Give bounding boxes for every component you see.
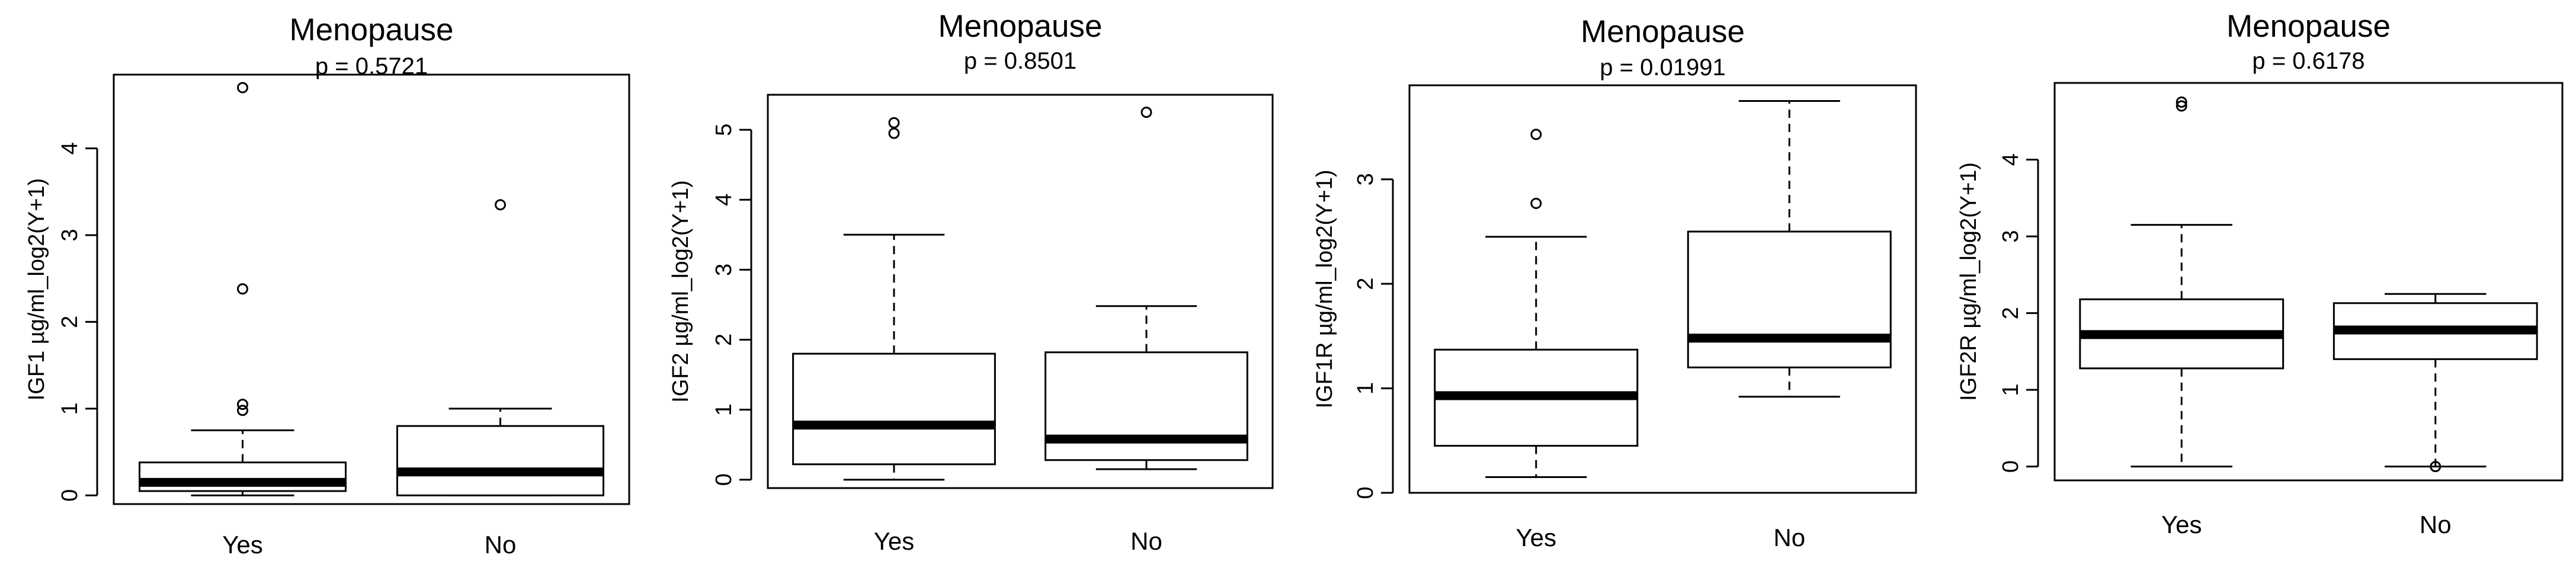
y-tick-label: 3 (1998, 230, 2023, 243)
outlier-point (888, 117, 900, 129)
y-tick-label: 1 (1998, 384, 2023, 396)
y-tick-label: 0 (57, 489, 82, 502)
outlier-point (2175, 96, 2187, 108)
outlier-point (237, 399, 248, 410)
box-yes (2079, 96, 2285, 468)
y-tick-label: 2 (57, 316, 82, 328)
y-tick-label: 3 (57, 229, 82, 241)
box-no (1045, 107, 1248, 470)
outlier-point (2430, 461, 2442, 473)
iqr-box (396, 425, 604, 496)
x-category-label: Yes (2161, 511, 2202, 538)
y-axis-label: IGF1 µg/ml_log2(Y+1) (24, 178, 49, 401)
y-tick-label: 4 (57, 142, 82, 155)
outlier-point (237, 82, 248, 94)
y-tick-label: 3 (1353, 173, 1378, 185)
y-tick-label: 1 (1353, 382, 1378, 394)
box-no (2333, 293, 2538, 473)
y-axis-label: IGF2 µg/ml_log2(Y+1) (668, 180, 693, 403)
y-tick-label: 1 (57, 402, 82, 415)
y-tick-label: 2 (712, 333, 736, 346)
plot-frame (113, 73, 630, 505)
x-category-label: No (2420, 511, 2452, 538)
box-yes (792, 117, 996, 481)
x-category-label: No (1773, 524, 1805, 551)
x-category-label: Yes (1516, 524, 1556, 551)
iqr-box (1045, 351, 1248, 461)
chart-panel-igf2r: Menopause p = 0.6178 0 1 2 3 4 IGF2R µg/ml_log2… (1932, 0, 2576, 571)
y-tick-label: 1 (712, 403, 736, 416)
outlier-point (888, 127, 900, 139)
box-yes (139, 82, 347, 496)
chart-panel-igf1: Menopause p = 0.5721 0 1 2 3 4 IGF1 µg/ml_log2(… (0, 0, 644, 571)
chart-panel-igf2: Menopause p = 0.8501 0 1 2 3 4 5 IGF2 µg/ml_log2… (644, 0, 1288, 571)
y-tick-label: 0 (1353, 486, 1378, 499)
boxplot-igf2r: Menopause p = 0.6178 0 1 2 3 4 IGF2R µg/ml_log2… (1956, 9, 2564, 538)
y-tick-label: 0 (1998, 460, 2023, 473)
outlier-point (1140, 107, 1152, 118)
iqr-box (792, 352, 996, 466)
outlier-point (237, 283, 248, 295)
x-category-label: No (1130, 527, 1162, 555)
chart-subtitle: p = 0.01991 (1600, 54, 1725, 81)
chart-title: Menopause (2226, 9, 2391, 44)
x-category-label: Yes (874, 527, 915, 555)
y-axis-label: IGF2R µg/ml_log2(Y+1) (1956, 162, 1981, 401)
y-tick-label: 0 (712, 473, 736, 486)
box-no (1687, 100, 1892, 398)
plot-frame (767, 94, 1274, 489)
chart-title: Menopause (290, 12, 454, 47)
chart-title: Menopause (1581, 14, 1745, 49)
x-category-label: No (485, 531, 517, 559)
chart-title: Menopause (938, 9, 1103, 44)
outlier-point (1530, 129, 1542, 140)
chart-panel-igf1r: Menopause p = 0.01991 0 1 2 3 IGF1R µg/ml_log2… (1288, 0, 1932, 571)
boxplot-igf1r: Menopause p = 0.01991 0 1 2 3 IGF1R µg/ml_log2… (1312, 14, 1917, 551)
outlier-point (237, 405, 248, 416)
y-tick-label: 2 (1998, 307, 2023, 319)
x-category-label: Yes (222, 531, 263, 559)
outlier-point (495, 199, 506, 211)
plot-frame (1408, 84, 1917, 494)
box-yes (1434, 129, 1639, 479)
outlier-point (1530, 197, 1542, 209)
y-axis-label: IGF1R µg/ml_log2(Y+1) (1312, 169, 1337, 408)
outlier-point (2175, 100, 2187, 112)
y-tick-label: 4 (1998, 153, 2023, 166)
chart-subtitle: p = 0.6178 (2252, 48, 2364, 74)
y-tick-label: 5 (712, 124, 736, 136)
chart-subtitle: p = 0.8501 (964, 48, 1076, 74)
y-tick-label: 2 (1353, 278, 1378, 290)
plot-frame (2053, 82, 2564, 482)
y-tick-label: 4 (712, 194, 736, 206)
boxplot-igf2: Menopause p = 0.8501 0 1 2 3 4 5 IGF2 µg/ml_log2… (668, 9, 1274, 555)
y-tick-label: 3 (712, 264, 736, 276)
iqr-box (1687, 230, 1892, 368)
box-no (396, 199, 604, 496)
